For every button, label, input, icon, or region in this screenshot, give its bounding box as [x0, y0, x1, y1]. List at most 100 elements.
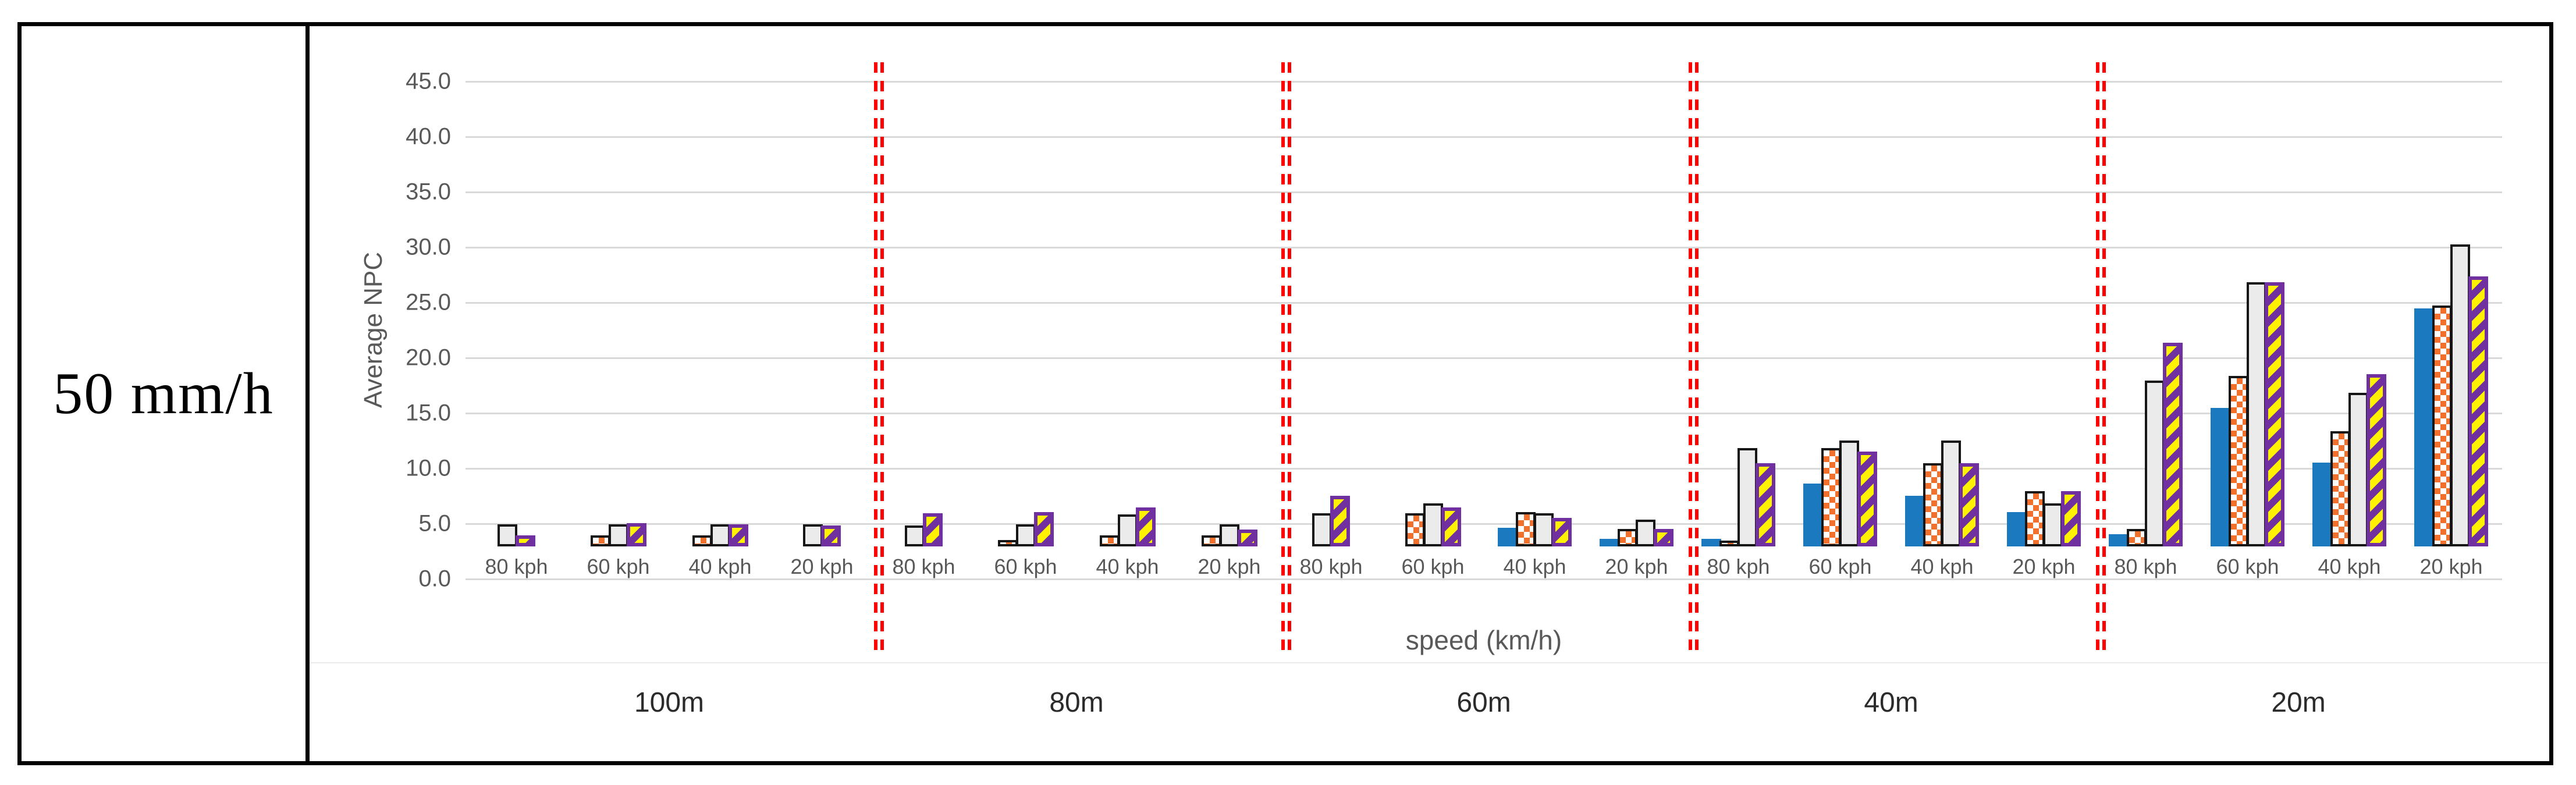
- bar-yellow-purple-stripe-80m-40kph: [1135, 507, 1156, 546]
- red-dashed-group-separator: [1281, 62, 1291, 657]
- cluster-60m-40kph: [1494, 512, 1576, 546]
- chart-image-edge: [310, 662, 2549, 663]
- bar-gray-solid-100m-80kph: [498, 524, 517, 546]
- cluster-60m-20kph: [1596, 520, 1678, 546]
- y-tick-label: 35.0: [406, 179, 451, 205]
- x-tick-label: 80 kph: [1299, 555, 1363, 578]
- bar-gray-solid-80m-20kph: [1219, 524, 1239, 546]
- cluster-60m-60kph: [1392, 503, 1474, 546]
- bar-yellow-purple-stripe-80m-80kph: [923, 513, 943, 546]
- x-tick-label: 40 kph: [1503, 555, 1566, 578]
- bar-orange-checker-20m-60kph: [2229, 376, 2248, 546]
- cluster-80m-20kph: [1188, 524, 1271, 546]
- x-tick-label: 40 kph: [2318, 555, 2381, 578]
- bar-gray-solid-100m-20kph: [803, 524, 823, 546]
- y-tick-label: 0.0: [418, 566, 451, 592]
- bar-orange-checker-40m-20kph: [2025, 491, 2045, 546]
- plot-area: 80 kph 60 kph 40 kph 20 kph 80 kph 60 kph 40 k…: [466, 81, 2502, 580]
- bar-orange-checker-20m-80kph: [2127, 529, 2147, 546]
- bar-gray-solid-60m-80kph: [1312, 513, 1332, 546]
- gridline: [466, 578, 2502, 580]
- cluster-20m-80kph: [2105, 343, 2187, 546]
- separator-dash-column: [1288, 62, 1291, 657]
- bar-gray-solid-20m-40kph: [2348, 393, 2368, 546]
- bar-gray-solid-40m-40kph: [1941, 441, 1961, 546]
- bar-yellow-purple-stripe-100m-80kph: [516, 535, 535, 546]
- distance-group-labels: 100m 80m 60m 40m 20m: [466, 687, 2502, 719]
- bar-yellow-purple-stripe-60m-80kph: [1330, 496, 1350, 546]
- bar-orange-checker-40m-60kph: [1821, 448, 1841, 546]
- x-tick-label: 20 kph: [1605, 555, 1668, 578]
- x-tick-label: 40 kph: [688, 555, 752, 578]
- bar-blue-solid-60m-20kph: [1600, 539, 1619, 546]
- cluster-40m-80kph: [1697, 448, 1780, 546]
- group-label-80m: 80m: [1049, 687, 1104, 718]
- cluster-100m-40kph: [679, 524, 762, 546]
- x-tick-label: 40 kph: [1096, 555, 1159, 578]
- separator-dash-column: [2096, 62, 2099, 657]
- x-tick-label: 20 kph: [790, 555, 854, 578]
- bar-blue-solid-40m-60kph: [1803, 484, 1823, 546]
- bar-yellow-purple-stripe-20m-20kph: [2468, 276, 2488, 546]
- bar-yellow-purple-stripe-100m-40kph: [728, 524, 748, 546]
- cluster-20m-60kph: [2207, 282, 2289, 546]
- gridline: [466, 136, 2502, 138]
- gridline: [466, 247, 2502, 248]
- bar-yellow-purple-stripe-100m-20kph: [821, 525, 841, 546]
- cluster-20m-20kph: [2410, 244, 2493, 546]
- x-tick-label: 60 kph: [2216, 555, 2279, 578]
- bar-gray-solid-60m-40kph: [1534, 513, 1554, 546]
- bar-yellow-purple-stripe-60m-40kph: [1552, 518, 1572, 546]
- x-tick-label: 20 kph: [2012, 555, 2076, 578]
- bar-orange-checker-100m-40kph: [692, 535, 712, 546]
- gridline: [466, 468, 2502, 470]
- bar-yellow-purple-stripe-80m-20kph: [1237, 530, 1257, 546]
- bar-yellow-purple-stripe-60m-60kph: [1441, 507, 1461, 546]
- bar-gray-solid-80m-60kph: [1015, 524, 1036, 546]
- bar-gray-solid-40m-80kph: [1738, 448, 1757, 546]
- gridline: [466, 523, 2502, 525]
- x-tick-label: 60 kph: [1401, 555, 1465, 578]
- x-tick-label: 60 kph: [587, 555, 650, 578]
- group-label-60m: 60m: [1456, 687, 1511, 718]
- cluster-40m-60kph: [1799, 441, 1882, 546]
- bar-orange-checker-80m-60kph: [997, 540, 1018, 546]
- x-tick-label: 80 kph: [1707, 555, 1770, 578]
- bar-gray-solid-40m-60kph: [1839, 441, 1859, 546]
- bar-blue-solid-40m-20kph: [2007, 512, 2027, 546]
- bar-yellow-purple-stripe-40m-20kph: [2061, 491, 2081, 546]
- bar-blue-solid-60m-40kph: [1498, 528, 1518, 546]
- group-100m: 80 kph 60 kph 40 kph 20 kph: [466, 81, 873, 579]
- bar-blue-solid-20m-80kph: [2109, 534, 2129, 546]
- y-tick-label: 15.0: [406, 400, 451, 426]
- red-dashed-group-separator: [1689, 62, 1699, 657]
- x-tick-label: 80 kph: [892, 555, 955, 578]
- bars-row: [1687, 81, 2095, 546]
- y-axis-ticks: 45.0 40.0 35.0 30.0 25.0 20.0 15.0 10.0 5.0 0.0: [310, 69, 451, 592]
- x-axis-title: speed (km/h): [1405, 625, 1562, 655]
- bar-orange-checker-60m-40kph: [1516, 512, 1536, 546]
- bars-row: [1280, 81, 1687, 546]
- x-tick-label: 20 kph: [2419, 555, 2483, 578]
- bars-row: [466, 81, 873, 546]
- group-20m: 80 kph 60 kph 40 kph 20 kph: [2095, 81, 2502, 579]
- y-tick-label: 25.0: [406, 289, 451, 315]
- bar-yellow-purple-stripe-80m-60kph: [1033, 512, 1054, 546]
- bar-yellow-purple-stripe-20m-60kph: [2265, 282, 2284, 546]
- x-tick-label: 80 kph: [2114, 555, 2177, 578]
- bar-gray-solid-40m-20kph: [2043, 503, 2063, 546]
- bar-yellow-purple-stripe-40m-60kph: [1857, 452, 1877, 546]
- bar-gray-solid-100m-40kph: [710, 524, 730, 546]
- table-row-label-cell: 50 mm/h: [22, 26, 310, 761]
- bar-gray-solid-80m-40kph: [1117, 514, 1138, 546]
- gridline: [466, 413, 2502, 414]
- group-label-100m: 100m: [634, 687, 705, 718]
- x-tick-label: 40 kph: [1910, 555, 1974, 578]
- y-tick-label: 20.0: [406, 344, 451, 371]
- y-tick-label: 40.0: [406, 123, 451, 150]
- group-60m: 80 kph 60 kph 40 kph 20 kph: [1280, 81, 1687, 579]
- bar-orange-checker-20m-40kph: [2330, 431, 2350, 546]
- bar-yellow-purple-stripe-100m-60kph: [626, 523, 646, 546]
- separator-dash-column: [1281, 62, 1285, 657]
- bar-blue-solid-40m-40kph: [1905, 496, 1925, 546]
